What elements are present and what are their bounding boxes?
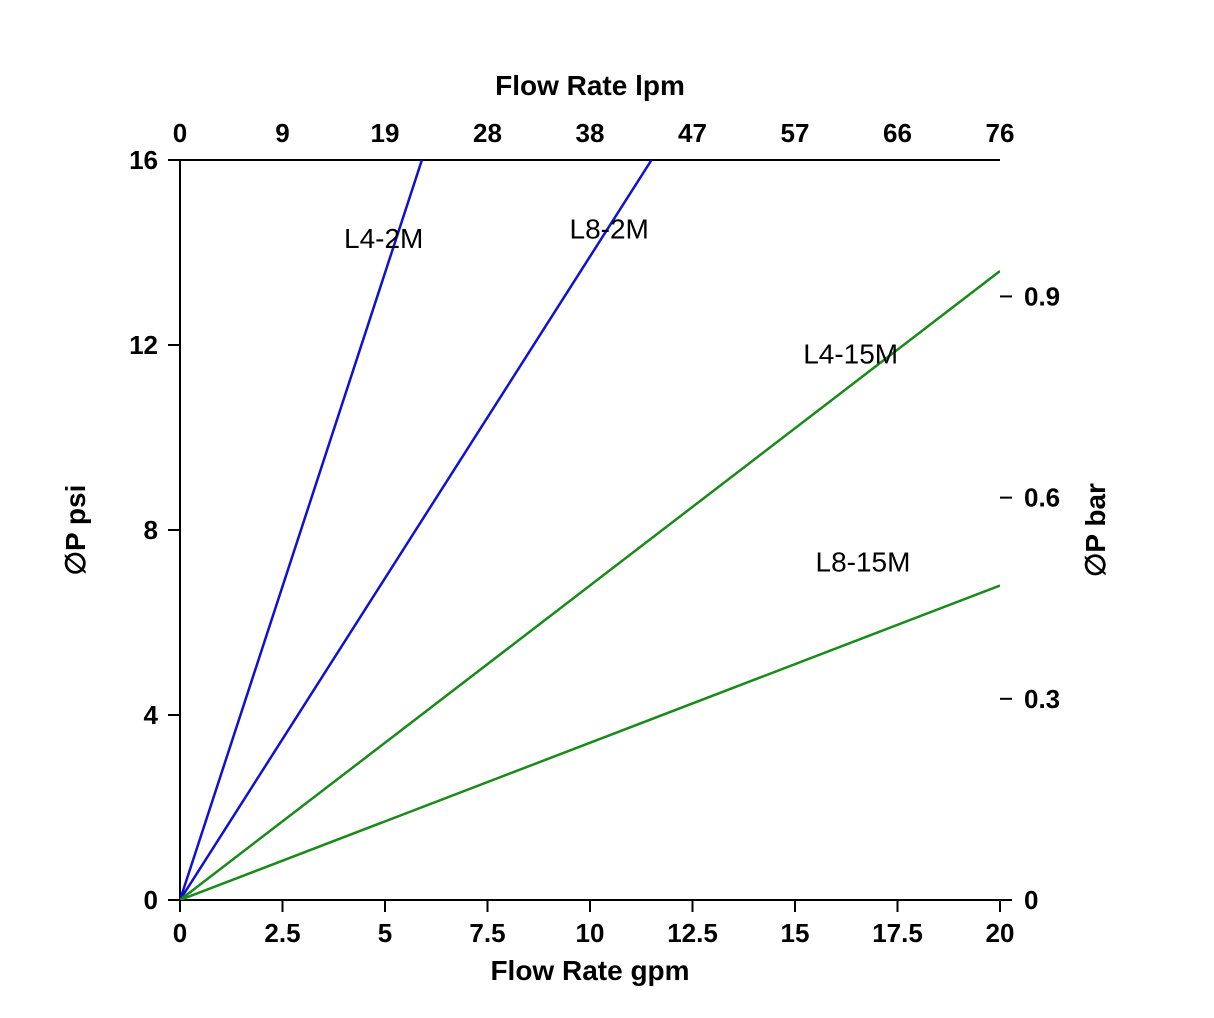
y-right-tick-label: 0.3 [1024,684,1060,714]
series-label-l8-15m: L8-15M [816,547,911,578]
x-top-tick-label: 0 [173,118,187,148]
x-top-tick-label: 76 [986,118,1015,148]
y-right-tick-label: 0.9 [1024,281,1060,311]
y-left-tick-label: 16 [129,145,158,175]
x-top-tick-label: 38 [576,118,605,148]
pressure-flow-chart: L4-2M L8-2M L4-15M L8-15M 0 2.5 5 7.5 10 12.5 15 17… [0,0,1214,1018]
x-bottom-tick-label: 20 [986,918,1015,948]
x-top-tick-label: 28 [473,118,502,148]
chart-svg: L4-2M L8-2M L4-15M L8-15M 0 2.5 5 7.5 10 12.5 15 17… [0,0,1214,1018]
x-top-tick-label: 66 [883,118,912,148]
series-label-l4-2m: L4-2M [344,223,423,254]
y-left-tick-label: 12 [129,330,158,360]
x-bottom-tick-label: 0 [173,918,187,948]
y-right-title: ∅P bar [1080,483,1111,577]
x-bottom-title: Flow Rate gpm [490,955,689,986]
x-top-tick-label: 57 [781,118,810,148]
series-label-l8-2m: L8-2M [570,214,649,245]
x-top-tick-label: 19 [371,118,400,148]
y-right-tick-label: 0.6 [1024,483,1060,513]
y-left-tick-label: 8 [144,515,158,545]
series-label-l4-15m: L4-15M [803,339,898,370]
x-bottom-tick-label: 5 [378,918,392,948]
x-top-title: Flow Rate lpm [495,70,685,101]
x-top-tick-label: 9 [275,118,289,148]
x-bottom-tick-label: 17.5 [872,918,923,948]
x-bottom-tick-label: 10 [576,918,605,948]
y-left-title: ∅P psi [60,485,91,576]
x-bottom-tick-label: 12.5 [667,918,718,948]
y-left-tick-label: 4 [144,700,159,730]
x-bottom-tick-label: 7.5 [469,918,505,948]
y-left-tick-label: 0 [144,885,158,915]
x-top-tick-label: 47 [678,118,707,148]
y-right-tick-label: 0 [1024,885,1038,915]
x-bottom-tick-label: 15 [781,918,810,948]
x-bottom-tick-label: 2.5 [264,918,300,948]
